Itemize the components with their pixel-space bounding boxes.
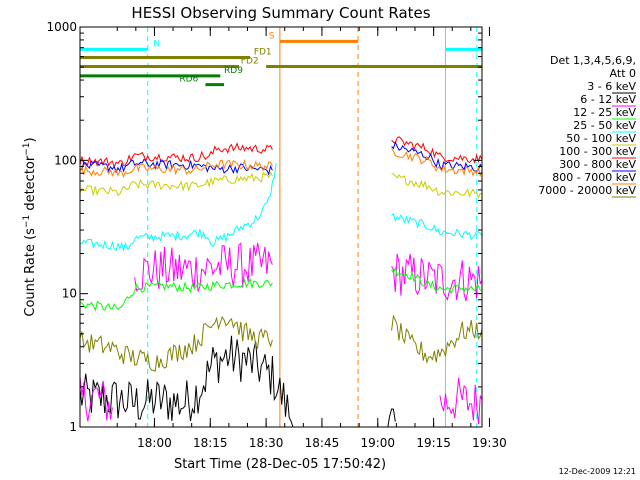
series-1-segment-3 — [391, 253, 483, 302]
series-5-segment-0 — [79, 142, 273, 169]
legend-entry-5: 100 - 300 keV — [559, 145, 636, 158]
legend-entry-3: 25 - 50 keV — [573, 119, 636, 132]
series-5-segment-1 — [391, 136, 483, 165]
y-tick-label-3: 1000 — [46, 20, 77, 34]
legend-entry-1: 6 - 12 keV — [580, 93, 636, 106]
series-3-segment-1 — [391, 213, 483, 241]
plot-frame — [79, 26, 483, 428]
legend-entry-7: 800 - 7000 keV — [552, 171, 636, 184]
legend-entry-0: 3 - 6 keV — [587, 80, 636, 93]
annotation-label-5: RD6 — [179, 75, 198, 85]
series-6-segment-0 — [79, 158, 273, 176]
legend-header-line1: Det 1,3,4,5,6,9, — [550, 54, 636, 67]
series-2-segment-0 — [79, 277, 273, 312]
series-1-segment-1 — [439, 377, 483, 425]
series-1-segment-0 — [79, 376, 113, 422]
x-tick-label-3: 18:45 — [305, 436, 340, 450]
legend-entry-6: 300 - 800 keV — [559, 158, 636, 171]
annotation-label-4: RD9 — [224, 66, 243, 76]
chart-title: HESSI Observing Summary Count Rates — [131, 4, 430, 22]
footer-timestamp: 12-Dec-2009 12:21 — [559, 467, 636, 476]
series-0-segment-0 — [79, 335, 295, 428]
y-axis-label: Count Rate (s−1 detector−1) — [22, 137, 38, 316]
y-axis-label-exp1: −1 — [22, 215, 32, 228]
x-tick-label-0: 18:00 — [137, 436, 172, 450]
series-8-segment-1 — [391, 314, 483, 364]
annotation-label-3: FD2 — [241, 57, 259, 67]
x-tick-label-4: 19:00 — [360, 436, 395, 450]
series-0-segment-1 — [387, 408, 396, 428]
y-tick-label-2: 100 — [54, 153, 77, 167]
legend-header-line2: Att 0 — [610, 67, 636, 80]
annotation-label-2: FD1 — [254, 48, 272, 58]
annotation-label-1: S — [269, 31, 275, 41]
series-8-segment-0 — [79, 315, 273, 372]
series-7-segment-0 — [79, 159, 273, 178]
y-axis-label-exp2: −1 — [22, 142, 32, 155]
series-3-segment-0 — [79, 163, 277, 252]
y-tick-label-1: 10 — [62, 287, 77, 301]
legend-entry-8: 7000 - 20000 keV — [538, 184, 636, 197]
series-7-segment-1 — [391, 148, 483, 178]
x-tick-label-1: 18:15 — [193, 436, 228, 450]
y-axis-label-mid: detector — [23, 155, 38, 215]
annotation-label-0: N — [153, 39, 160, 49]
series-4-segment-0 — [79, 171, 273, 197]
legend-entry-2: 12 - 25 keV — [573, 106, 636, 119]
y-tick-label-0: 1 — [69, 420, 77, 434]
x-tick-label-5: 19:15 — [416, 436, 451, 450]
y-axis-label-close: ) — [23, 137, 38, 142]
series-4-segment-1 — [391, 173, 483, 199]
series-6-segment-1 — [391, 140, 483, 172]
y-axis-label-main: Count Rate (s — [23, 228, 38, 317]
x-tick-label-2: 18:30 — [249, 436, 284, 450]
legend-entry-4: 50 - 100 keV — [566, 132, 636, 145]
series-2-segment-1 — [391, 266, 483, 295]
series-1-segment-2 — [134, 242, 273, 292]
axes: 1 10 100 1000 18:00 18:15 18:30 18:45 19:00 19:15… — [46, 20, 506, 450]
x-tick-label-6: 19:30 — [472, 436, 507, 450]
x-axis-label: Start Time (28-Dec-05 17:50:42) — [174, 457, 386, 472]
